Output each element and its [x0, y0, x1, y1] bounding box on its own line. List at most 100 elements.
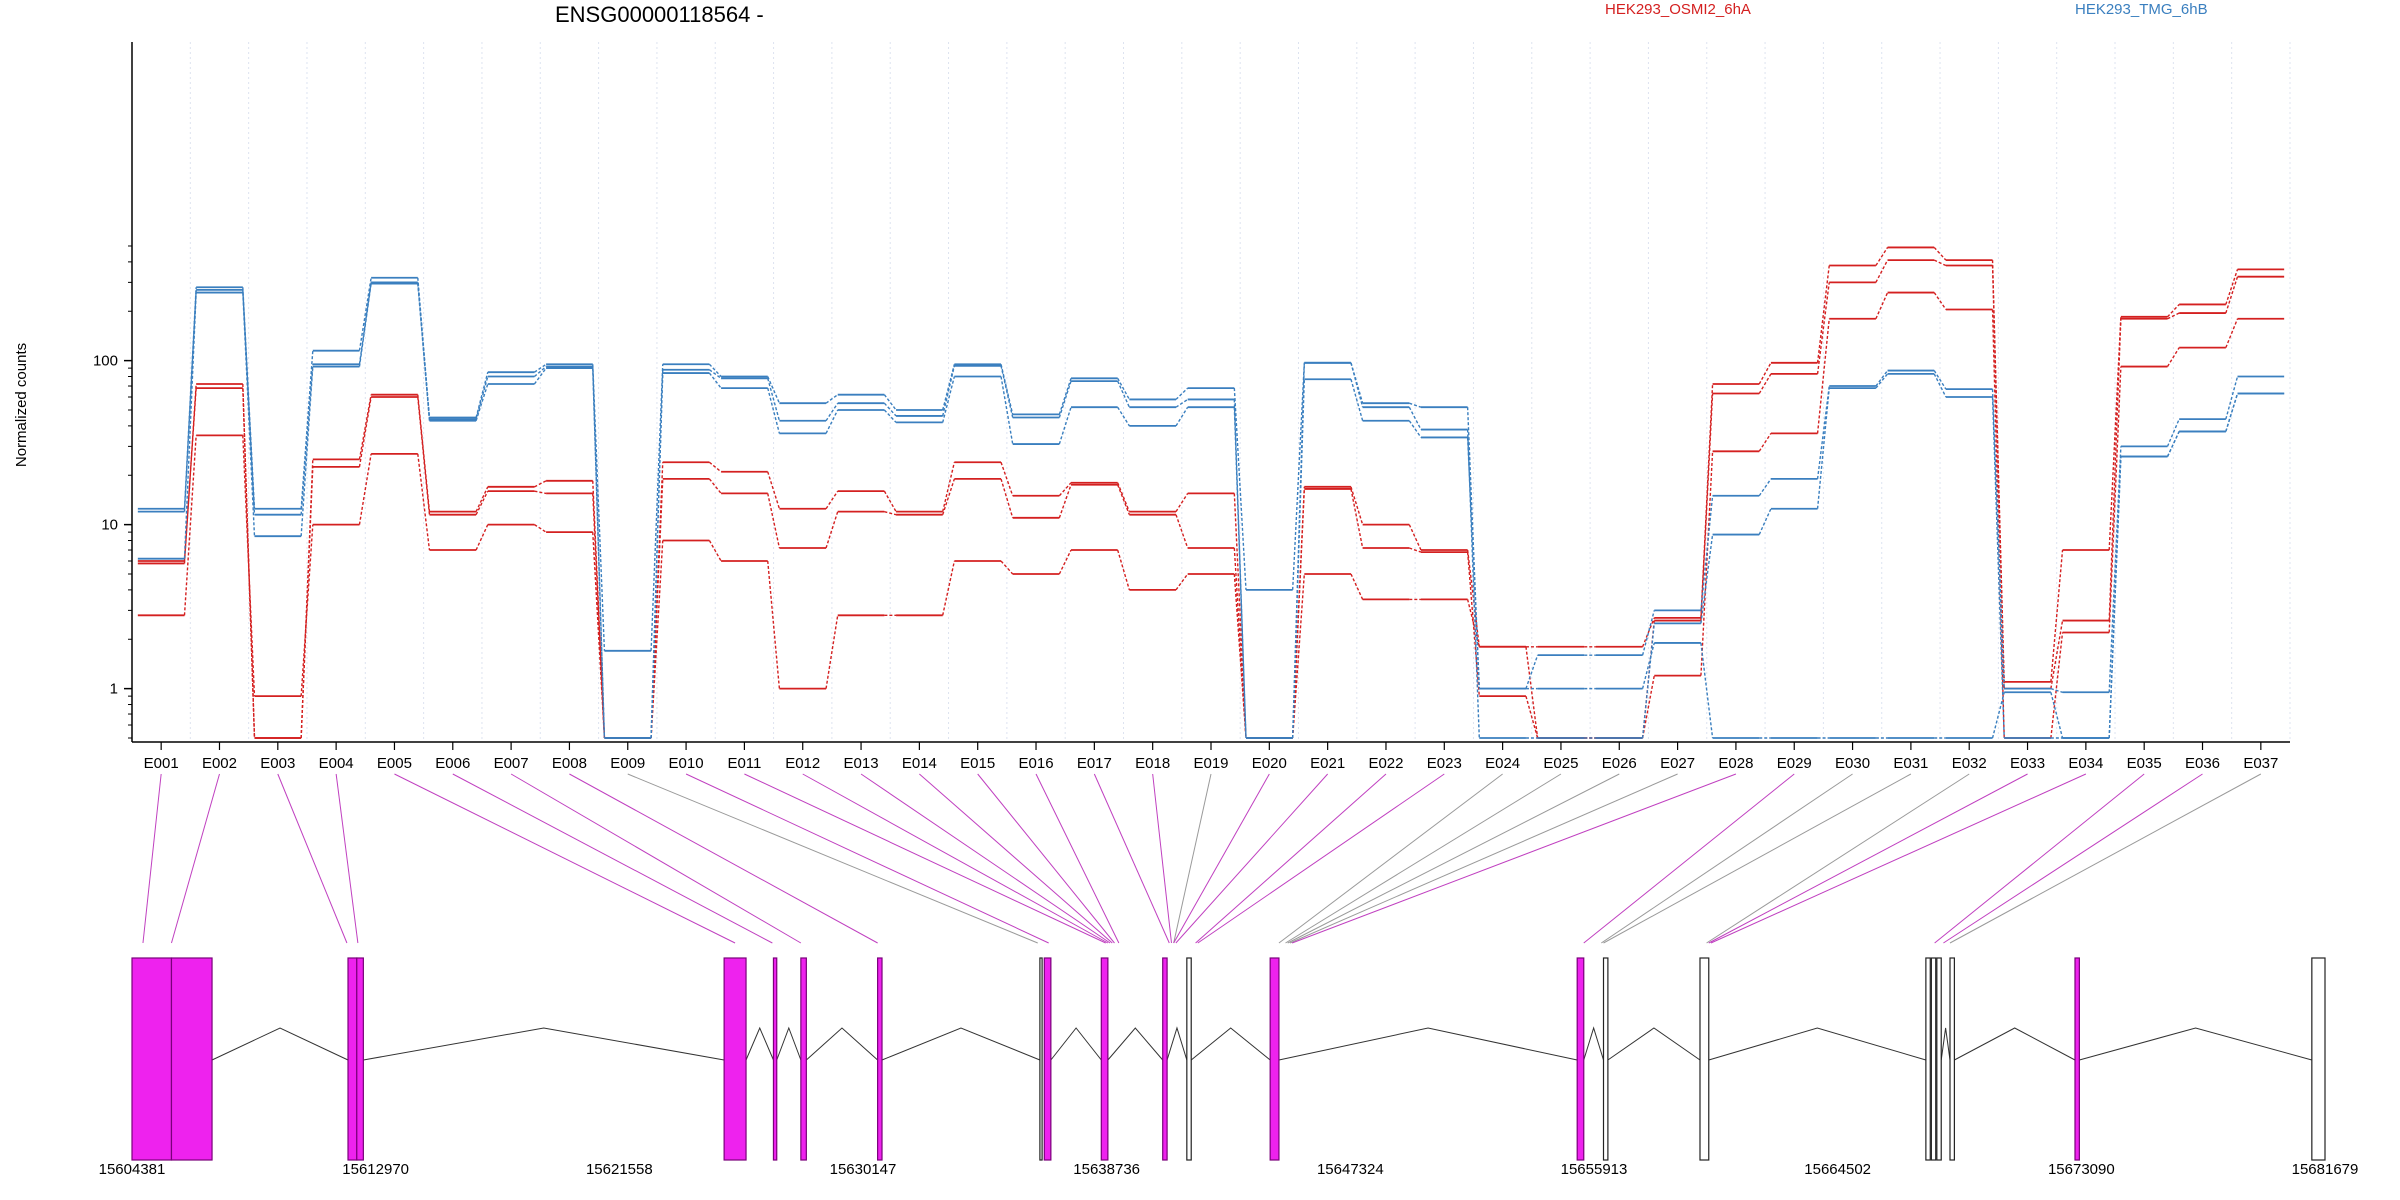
series-connector — [2225, 269, 2239, 305]
series-connector — [417, 453, 431, 551]
series-connector — [534, 524, 547, 533]
series-connector — [1933, 259, 1947, 267]
intron-connector — [2079, 1027, 2312, 1061]
series-connector — [592, 493, 606, 739]
series-connector — [1117, 406, 1130, 427]
exon-label-E005: E005 — [377, 755, 412, 772]
series-connector — [1350, 379, 1364, 421]
series-connector — [1058, 549, 1072, 575]
series-connector — [1058, 406, 1072, 445]
series-connector — [883, 394, 897, 411]
series-connector — [1641, 617, 1655, 648]
exon-guide-E021 — [1175, 773, 1329, 944]
exon-label-E007: E007 — [494, 755, 529, 772]
exon-guide-E014 — [919, 773, 1113, 944]
series-connector — [1291, 362, 1306, 590]
exon-guide-E016 — [1035, 773, 1120, 944]
exon-block-significant — [1162, 957, 1168, 1161]
series-connector — [475, 372, 489, 418]
series-connector — [1641, 610, 1655, 656]
exon-guide-E028 — [1291, 773, 1737, 944]
exon-label-E001: E001 — [144, 755, 179, 772]
y-tick-label: 100 — [93, 353, 118, 370]
series-connector — [883, 402, 897, 417]
series-connector — [358, 396, 372, 467]
exon-label-E029: E029 — [1777, 755, 1812, 772]
series-connector — [300, 350, 314, 509]
exon-label-E026: E026 — [1602, 755, 1637, 772]
legend-label-tmg: HEK293_TMG_6hB — [2075, 1, 2208, 18]
series-connector — [358, 277, 372, 351]
series-connector — [1175, 406, 1189, 427]
series-connector — [2225, 393, 2239, 432]
series-connector — [2167, 312, 2180, 320]
exon-block-significant — [877, 957, 883, 1161]
series-connector — [300, 366, 314, 537]
exon-guide-E008 — [569, 773, 878, 944]
series-connector — [2108, 456, 2122, 739]
exon-label-E021: E021 — [1310, 755, 1345, 772]
exon-block — [1930, 957, 1937, 1161]
exon-label-E032: E032 — [1952, 755, 1987, 772]
series-connector — [767, 471, 781, 509]
exon-block-significant — [800, 957, 807, 1161]
exon-label-E019: E019 — [1193, 755, 1228, 772]
exon-guide-E031 — [1603, 773, 1912, 944]
series-connector — [1058, 482, 1072, 497]
series-connector — [1058, 380, 1072, 418]
genomic-coordinate-label: 15655913 — [1561, 1161, 1628, 1178]
series-connector — [1991, 692, 2005, 739]
series-connector — [1233, 493, 1247, 739]
series-connector — [1991, 396, 2005, 739]
series-connector — [650, 364, 664, 651]
series-connector — [242, 292, 256, 537]
intron-connector — [1190, 1027, 1271, 1061]
exon-guide-E026 — [1287, 773, 1620, 944]
series-connector — [1233, 547, 1247, 739]
exon-label-E006: E006 — [435, 755, 470, 772]
exon-guide-E030 — [1601, 773, 1853, 944]
intron-connector — [1166, 1026, 1188, 1061]
series-connector — [1700, 451, 1714, 676]
series-connector — [1816, 265, 1830, 363]
series-connector — [1409, 547, 1422, 553]
series-connector — [1816, 388, 1830, 509]
series-connector — [2050, 687, 2063, 693]
series-connector — [2050, 620, 2064, 689]
series-connector — [1466, 407, 1480, 689]
series-connector — [1991, 265, 2005, 689]
series-connector — [1758, 433, 1772, 452]
exon-block-significant — [356, 957, 364, 1161]
intron-connector — [1940, 1027, 1951, 1061]
exon-guide-E004 — [335, 773, 359, 944]
series-connector — [1875, 370, 1889, 387]
genomic-coordinate-label: 15638736 — [1073, 1161, 1140, 1178]
series-connector — [825, 409, 839, 434]
exon-guide-E011 — [744, 773, 1106, 944]
series-connector — [2050, 632, 2064, 739]
series-connector — [1466, 437, 1480, 689]
series-connector — [1525, 646, 1539, 739]
genomic-coordinate-label: 15681679 — [2292, 1161, 2359, 1178]
exon-label-E010: E010 — [669, 755, 704, 772]
series-1 — [137, 259, 2285, 739]
series-connector — [825, 394, 839, 404]
exon-label-E008: E008 — [552, 755, 587, 772]
series-connector — [533, 366, 547, 378]
exon-block-significant — [1269, 957, 1280, 1161]
exon-guide-E029 — [1583, 773, 1795, 944]
series-connector — [708, 461, 722, 473]
series-connector — [2108, 316, 2122, 551]
series-connector — [358, 394, 372, 460]
series-connector — [1175, 387, 1189, 400]
intron-connector — [1954, 1027, 2076, 1061]
series-connector — [1117, 482, 1130, 512]
series-connector — [1175, 514, 1189, 549]
series-3 — [137, 276, 2285, 694]
exon-guide-E037 — [1949, 773, 2262, 944]
exon-block-significant — [1043, 957, 1052, 1161]
series-connector — [1058, 484, 1072, 519]
series-connector — [708, 540, 722, 562]
series-connector — [358, 453, 372, 525]
exon-label-E030: E030 — [1835, 755, 1870, 772]
